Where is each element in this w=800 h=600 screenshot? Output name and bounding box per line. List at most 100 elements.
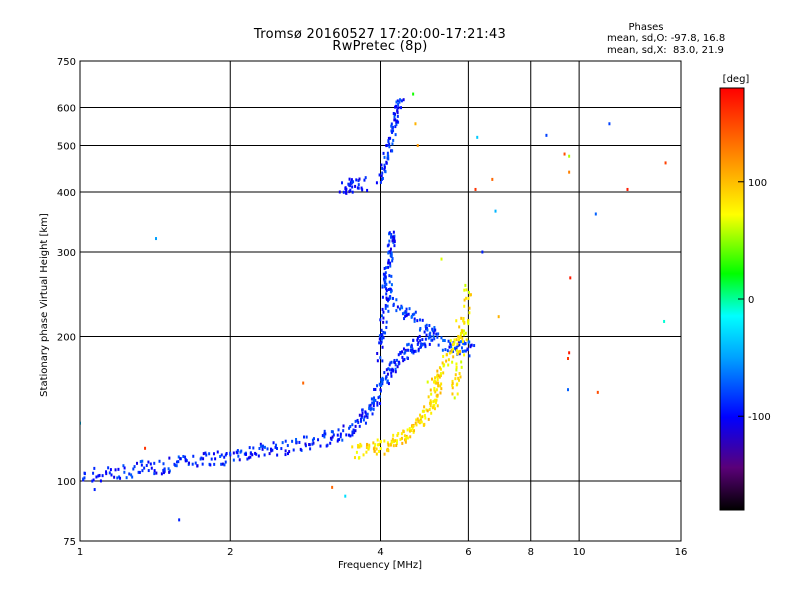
- echo-point: [388, 363, 391, 367]
- echo-point: [173, 462, 176, 466]
- echo-point: [440, 387, 443, 391]
- echo-point: [387, 157, 390, 161]
- echo-point: [272, 441, 275, 445]
- echo-point: [408, 429, 411, 433]
- echo-point: [452, 355, 455, 359]
- echo-point: [425, 333, 428, 337]
- echo-point: [451, 360, 454, 364]
- echo-point: [439, 374, 442, 378]
- echo-point: [378, 450, 381, 454]
- colorbar-label: [deg]: [723, 74, 750, 85]
- echo-point: [412, 430, 415, 434]
- echo-point: [395, 104, 398, 108]
- echo-point: [357, 179, 360, 183]
- echo-point: [393, 244, 396, 248]
- echo-point: [383, 167, 386, 171]
- echo-point: [147, 460, 150, 464]
- echo-point: [380, 163, 383, 167]
- echo-point: [364, 421, 367, 425]
- echo-point: [304, 442, 307, 446]
- echo-point: [447, 339, 450, 343]
- echo-point: [383, 371, 386, 375]
- echo-point: [260, 444, 263, 448]
- echo-point: [430, 338, 433, 342]
- echo-point: [345, 191, 348, 195]
- y-axis-ticks: 75 100 200 300 400 500 600 750: [57, 57, 76, 548]
- echo-point: [237, 454, 240, 458]
- echo-point: [392, 433, 395, 437]
- echo-point: [378, 334, 381, 338]
- echo-point: [208, 452, 211, 456]
- echo-point: [396, 305, 399, 309]
- echo-point: [463, 304, 466, 308]
- echo-point: [355, 178, 358, 182]
- echo-point: [366, 412, 369, 416]
- echo-point: [411, 424, 414, 428]
- echo-point: [388, 368, 391, 372]
- echo-point: [382, 310, 385, 314]
- echo-point: [419, 326, 422, 330]
- echo-point: [117, 467, 120, 471]
- echo-point: [453, 340, 456, 344]
- echo-point: [418, 328, 421, 332]
- echo-point: [360, 415, 363, 419]
- echo-point: [457, 340, 460, 344]
- scatter-point: [476, 135, 479, 139]
- echo-point: [387, 139, 390, 143]
- echo-point: [382, 316, 385, 320]
- echo-point: [175, 464, 178, 468]
- echo-point: [394, 125, 397, 129]
- echo-point: [128, 472, 131, 476]
- echo-point: [281, 441, 284, 445]
- echo-point: [179, 457, 182, 461]
- echo-point: [352, 180, 355, 184]
- echo-point: [447, 363, 450, 367]
- echo-point: [432, 405, 435, 409]
- echo-point: [411, 313, 414, 317]
- echo-point: [463, 353, 466, 357]
- echo-point: [432, 331, 435, 335]
- echo-point: [437, 384, 440, 388]
- echo-point: [354, 419, 357, 423]
- echo-point: [232, 458, 235, 462]
- echo-point: [438, 366, 441, 370]
- scatter-point: [93, 488, 96, 492]
- echo-point: [421, 343, 424, 347]
- echo-point: [385, 266, 388, 270]
- echo-point: [255, 452, 258, 456]
- echo-point: [451, 383, 454, 387]
- echo-point: [427, 336, 430, 340]
- echo-point: [351, 445, 354, 449]
- echo-point: [337, 428, 340, 432]
- echo-point: [389, 136, 392, 140]
- echo-point: [384, 271, 387, 275]
- echo-point: [402, 98, 405, 102]
- echo-point: [150, 466, 153, 470]
- echo-point: [249, 455, 252, 459]
- echo-point: [376, 359, 379, 363]
- echo-point: [393, 115, 396, 119]
- echo-point: [351, 423, 354, 427]
- echo-point: [433, 326, 436, 330]
- echo-point: [338, 190, 341, 194]
- echo-point: [394, 370, 397, 374]
- echo-point: [317, 438, 320, 442]
- echo-point: [158, 459, 161, 463]
- echo-point: [385, 287, 388, 291]
- echo-point: [355, 450, 358, 454]
- echo-point: [404, 350, 407, 354]
- echo-point: [373, 401, 376, 405]
- echo-point: [356, 418, 359, 422]
- echo-point: [442, 354, 445, 358]
- echo-point: [155, 471, 158, 475]
- echo-point: [384, 275, 387, 279]
- echo-point: [398, 100, 401, 104]
- echo-point: [390, 254, 393, 258]
- echo-point: [141, 469, 144, 473]
- echo-point: [224, 460, 227, 464]
- colorbar-tick-label: 100: [748, 178, 767, 189]
- echo-point: [435, 332, 438, 336]
- scatter-point: [664, 161, 667, 165]
- echo-point: [444, 348, 447, 352]
- echo-point: [438, 375, 441, 379]
